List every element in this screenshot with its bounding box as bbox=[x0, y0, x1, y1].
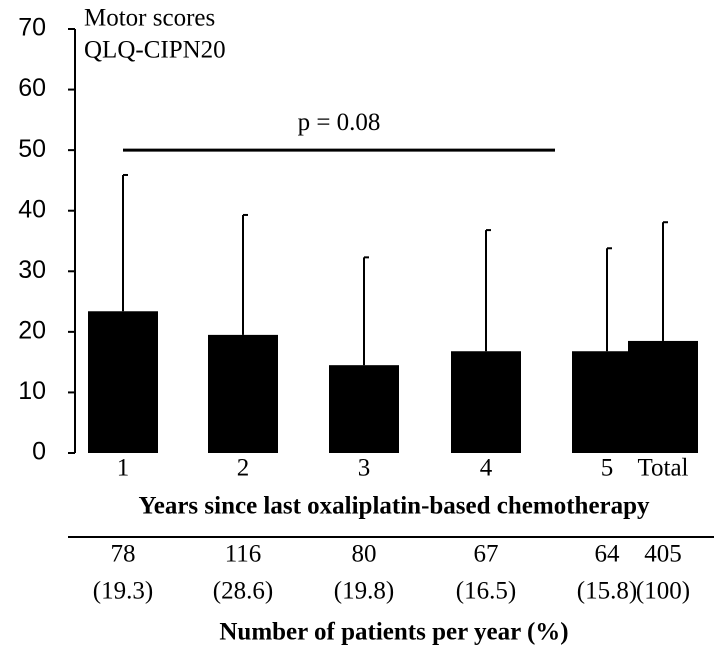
y-tick-label: 50 bbox=[18, 135, 46, 163]
table-count: 67 bbox=[474, 541, 499, 568]
x-tick-label: 1 bbox=[117, 455, 130, 482]
x-tick-label: Total bbox=[637, 455, 688, 482]
error-bar bbox=[606, 247, 612, 352]
error-bar bbox=[485, 229, 491, 352]
x-tick-label: 3 bbox=[358, 455, 371, 482]
x-axis-label: Years since last oxaliplatin-based chemo… bbox=[138, 493, 650, 520]
table-percent: (100) bbox=[636, 578, 690, 605]
table-count: 116 bbox=[225, 541, 262, 568]
table-count: 405 bbox=[644, 541, 682, 568]
table-percent: (16.5) bbox=[456, 578, 516, 605]
table-percent: (19.3) bbox=[93, 578, 153, 605]
table-count: 78 bbox=[111, 541, 136, 568]
table-percent: (19.8) bbox=[334, 578, 394, 605]
table-percent: (28.6) bbox=[213, 578, 273, 605]
significance-label: p = 0.08 bbox=[298, 109, 381, 136]
bar bbox=[208, 334, 278, 453]
chart-subtitle: QLQ-CIPN20 bbox=[84, 37, 226, 64]
table-title: Number of patients per year (%) bbox=[219, 619, 568, 646]
x-tick-label: 2 bbox=[237, 455, 250, 482]
y-tick-label: 40 bbox=[18, 195, 46, 223]
chart-title: Motor scores bbox=[84, 5, 215, 32]
table-count: 80 bbox=[352, 541, 377, 568]
table-percent: (15.8) bbox=[577, 578, 637, 605]
y-tick-label: 60 bbox=[18, 74, 46, 102]
error-bar bbox=[662, 221, 668, 341]
y-tick-label: 10 bbox=[18, 377, 46, 405]
bar bbox=[451, 351, 521, 453]
x-tick-label: 5 bbox=[601, 455, 614, 482]
y-tick-label: 20 bbox=[18, 316, 46, 344]
bar bbox=[628, 340, 698, 453]
bar bbox=[329, 365, 399, 453]
error-bar bbox=[242, 213, 248, 335]
y-tick-label: 30 bbox=[18, 256, 46, 284]
bar bbox=[88, 311, 158, 453]
error-bar bbox=[363, 256, 369, 366]
x-tick-label: 4 bbox=[480, 455, 493, 482]
y-tick-label: 70 bbox=[18, 14, 46, 42]
error-bar bbox=[122, 173, 128, 312]
y-tick-label: 0 bbox=[32, 438, 46, 466]
table-count: 64 bbox=[595, 541, 621, 568]
